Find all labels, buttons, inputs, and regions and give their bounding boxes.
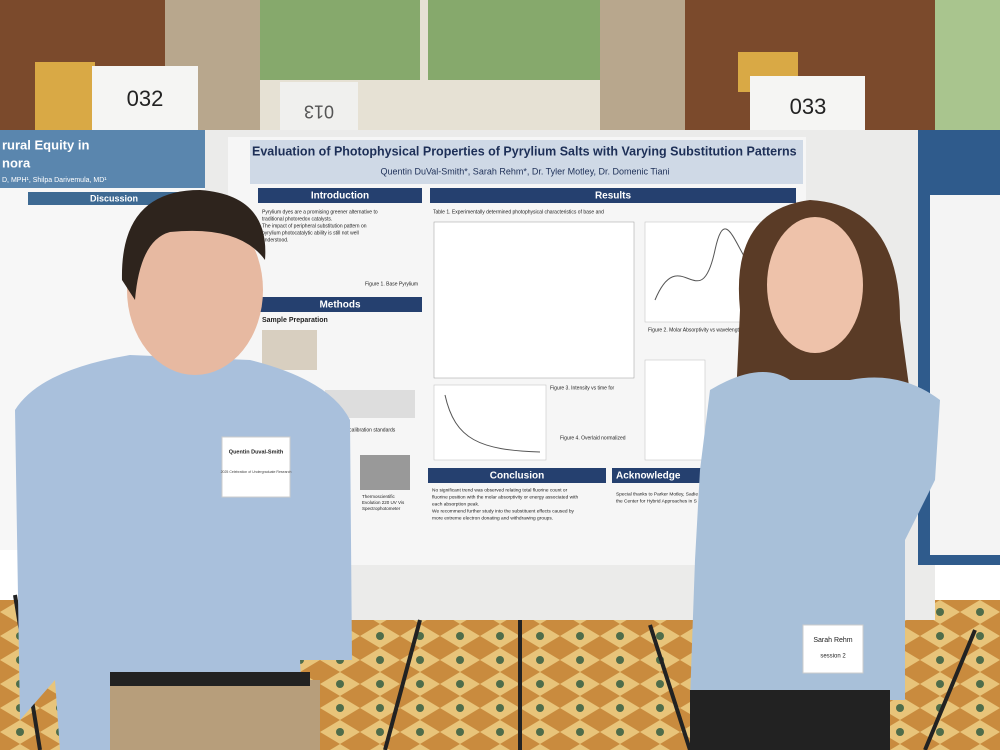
window	[935, 0, 1000, 130]
poster-authors: Quentin DuVal-Smith*, Sarah Rehm*, Dr. T…	[380, 166, 669, 176]
window-mullion	[420, 0, 428, 138]
conclusion-text: No significant trend was observed relati…	[432, 487, 578, 521]
ack-text: Special thanks to Parker Motley, Sadieth…	[616, 491, 698, 504]
figure-caption: Figure 1. Base Pyrylium	[365, 281, 418, 287]
figure-caption: Figure 2. Molar Absorptivity vs waveleng…	[648, 327, 749, 333]
text-line: pyrylium photocatalytic ability is still…	[262, 230, 359, 236]
section-header	[258, 297, 422, 312]
text-line: The impact of peripheral substitution pa…	[262, 223, 367, 229]
text-line: Evolution 220 UV Vis	[362, 500, 405, 505]
text-line: We recommend further study into the subs…	[432, 508, 575, 514]
face	[127, 205, 263, 375]
text-line: No significant trend was observed relati…	[432, 487, 568, 493]
section-title: Discussion	[90, 193, 138, 203]
section-header	[612, 468, 704, 483]
figure-plot	[644, 359, 706, 461]
section-title: Methods	[319, 300, 361, 311]
section-header	[428, 468, 606, 483]
text-line: Pyrylium dyes are a promising greener al…	[262, 209, 378, 215]
trousers	[690, 690, 890, 750]
intro-text: Pyrylium dyes are a promising greener al…	[262, 209, 378, 243]
right-poster-body	[930, 195, 1000, 555]
figure-caption: Figure 3. Intensity vs time for	[550, 385, 615, 391]
lamp	[35, 62, 95, 132]
sign	[750, 76, 865, 132]
name-tag	[221, 436, 291, 498]
section-title: Acknowledge	[616, 471, 681, 482]
left-poster-subtitle: nora	[2, 155, 31, 170]
text-line: Thermoscientific	[362, 494, 396, 499]
text-line: the Center for Hybrid Approaches in S	[616, 498, 697, 504]
text-line: more extreme electron donating and withd…	[432, 515, 553, 521]
section-title: Conclusion	[490, 471, 544, 482]
face	[767, 217, 863, 353]
sign-number: 013	[304, 101, 334, 121]
table-caption: Table 1. Experimentally determined photo…	[433, 209, 604, 215]
data-table	[433, 221, 635, 379]
section-title: Introduction	[311, 191, 369, 202]
instrument-photo	[360, 455, 410, 490]
curtain	[600, 0, 685, 140]
text-line: fluorine position with the molar absorpt…	[432, 494, 578, 500]
name-tag-event: session 2	[820, 654, 846, 660]
left-poster-authors: D, MPH¹, Shilpa Darivemula, MD¹	[2, 177, 107, 184]
sign	[280, 82, 358, 138]
poster-title-bar	[250, 140, 803, 184]
trousers	[110, 680, 320, 750]
text-line: Special thanks to Parker Motley, Sadie	[616, 491, 698, 497]
name-tag-name: Quentin Duval-Smith	[229, 449, 284, 455]
left-poster-header	[0, 130, 205, 188]
text-line: traditional photoredox catalysts.	[262, 216, 332, 222]
plot-curve	[444, 394, 541, 453]
name-tag	[802, 624, 864, 674]
section-header	[430, 188, 796, 203]
figure-plot	[433, 384, 547, 461]
vials-photo	[262, 330, 317, 370]
name-tag-name: Sarah Rehm	[813, 637, 852, 644]
poster-title: Evaluation of Photophysical Properties o…	[252, 144, 797, 158]
subheading: Sample Preparation	[262, 317, 328, 324]
hair	[121, 190, 266, 300]
belt	[110, 672, 310, 686]
sign-number: 032	[127, 86, 164, 111]
section-title: Results	[595, 191, 632, 202]
text-line: Spectrophotometer	[362, 506, 401, 511]
sign-number: 033	[790, 94, 827, 119]
section-header	[258, 188, 422, 203]
caption: Dilute calibration standards	[335, 427, 396, 433]
easel-leg	[13, 594, 977, 751]
figure-caption: Figure 4. Overlaid normalized	[560, 435, 626, 441]
sign	[92, 66, 198, 130]
top	[690, 372, 940, 700]
text-line: understood.	[262, 237, 288, 243]
left-poster-title: rural Equity in	[2, 137, 89, 152]
name-tag-event: 2025 Celebration of Undergraduate Resear…	[221, 470, 292, 474]
text-line: each absorption peak.	[432, 501, 479, 507]
